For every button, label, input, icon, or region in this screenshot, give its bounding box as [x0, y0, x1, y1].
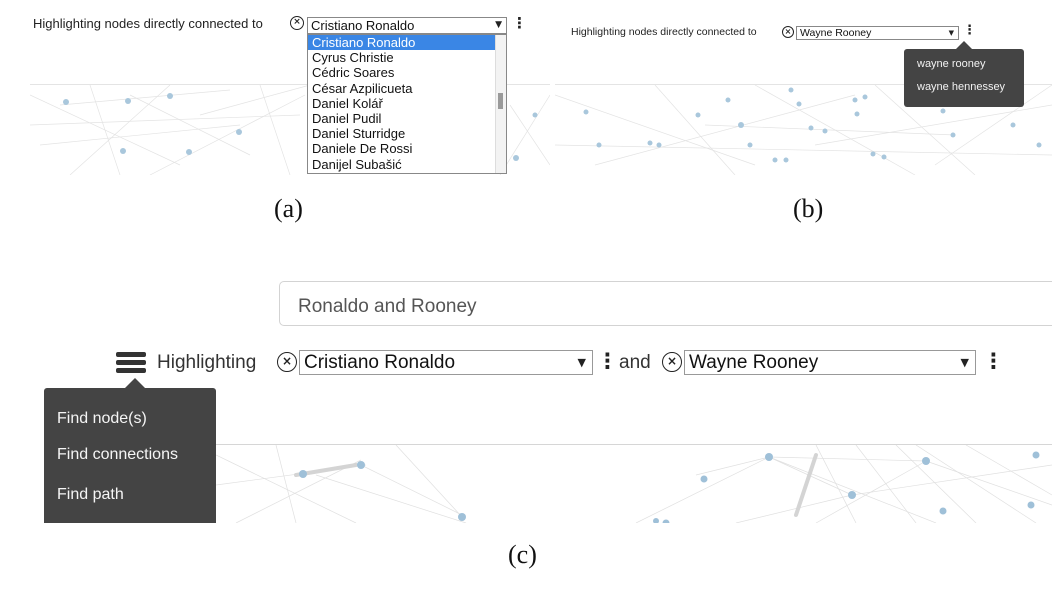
and-label: and [619, 352, 651, 373]
node-select-c2[interactable]: Wayne Rooney ▼ [684, 350, 976, 375]
dropdown-arrow-icon-c2: ▼ [960, 356, 969, 369]
network-view-c [216, 445, 1052, 523]
kebab-icon-c2[interactable]: ⋮ [983, 349, 1004, 373]
clear-icon-c1[interactable]: × [277, 352, 297, 372]
caption-a: (a) [274, 194, 303, 223]
node-select-b[interactable]: Wayne Rooney ▼ [796, 26, 959, 40]
menu-icon-bar-3 [116, 368, 146, 373]
kebab-icon-a[interactable]: ⋮ [512, 14, 527, 32]
suggestion-wayne-hennessey[interactable]: wayne hennessey [917, 81, 1006, 93]
network-view-a [30, 84, 550, 175]
node-select-c1[interactable]: Cristiano Ronaldo ▼ [299, 350, 593, 375]
node-select-c2-value: Wayne Rooney [689, 352, 819, 373]
kebab-icon-b[interactable]: ⋮ [963, 23, 976, 38]
option-daniel-kolar[interactable]: Daniel Kolář [312, 95, 383, 111]
popup-caret-b [956, 41, 972, 49]
option-daniele-de-rossi[interactable]: Daniele De Rossi [312, 141, 413, 157]
menu-caret [125, 378, 145, 388]
option-daniel-sturridge[interactable]: Daniel Sturridge [312, 126, 406, 142]
menu-icon-bar-2 [116, 360, 146, 365]
stack-menu-icon[interactable] [116, 352, 146, 376]
network-view-b [555, 84, 1052, 175]
node-select-c1-value: Cristiano Ronaldo [304, 352, 456, 373]
search-input[interactable]: Ronaldo and Rooney [279, 281, 1052, 326]
menu-icon-bar-1 [116, 352, 146, 357]
option-cristiano-ronaldo[interactable]: Cristiano Ronaldo [308, 35, 506, 51]
actions-menu: Find node(s) Find connections Find path [44, 378, 216, 523]
kebab-icon-c1[interactable]: ⋮ [597, 349, 618, 373]
caption-c: (c) [508, 540, 537, 569]
highlighting-label: Highlighting [157, 352, 257, 373]
menu-item-find-path[interactable]: Find path [57, 486, 124, 503]
highlight-label-a: Highlighting nodes directly connected to [33, 16, 263, 31]
network-graph-b [555, 85, 1052, 175]
network-divider-c [216, 444, 1052, 445]
node-select-b-value: Wayne Rooney [800, 27, 872, 39]
option-cedric-soares[interactable]: Cédric Soares [312, 65, 395, 81]
node-select-a[interactable]: Cristiano Ronaldo ▼ [307, 17, 507, 34]
suggestion-popup-b: wayne rooney wayne hennessey [904, 41, 1024, 107]
caption-b: (b) [793, 194, 824, 223]
dropdown-arrow-icon-c1: ▼ [577, 356, 586, 369]
dropdown-arrow-icon-b: ▼ [948, 29, 954, 37]
menu-item-find-connections[interactable]: Find connections [57, 446, 178, 463]
clear-icon-c2[interactable]: × [662, 352, 682, 372]
option-danijel-subasic[interactable]: Danijel Subašić [312, 156, 402, 172]
clear-icon-b[interactable]: × [782, 26, 794, 38]
option-daniel-pudil[interactable]: Daniel Pudil [312, 110, 382, 126]
node-select-a-value: Cristiano Ronaldo [311, 18, 415, 33]
option-cesar-azpilicueta[interactable]: César Azpilicueta [312, 80, 413, 96]
node-dropdown-list-a: Cristiano Ronaldo Cyrus Christie Cédric … [307, 34, 507, 174]
network-graph-a [30, 85, 550, 175]
scrollbar-thumb-a[interactable] [498, 93, 503, 109]
dropdown-scrollbar-a[interactable] [495, 35, 506, 173]
dropdown-arrow-icon-a: ▼ [495, 20, 502, 30]
clear-icon-a[interactable]: × [290, 16, 304, 30]
suggestion-wayne-rooney[interactable]: wayne rooney [917, 58, 986, 70]
highlight-label-b: Highlighting nodes directly connected to [571, 26, 757, 38]
network-graph-c [216, 445, 1052, 523]
menu-item-find-nodes[interactable]: Find node(s) [57, 410, 147, 427]
option-cyrus-christie[interactable]: Cyrus Christie [312, 50, 394, 66]
